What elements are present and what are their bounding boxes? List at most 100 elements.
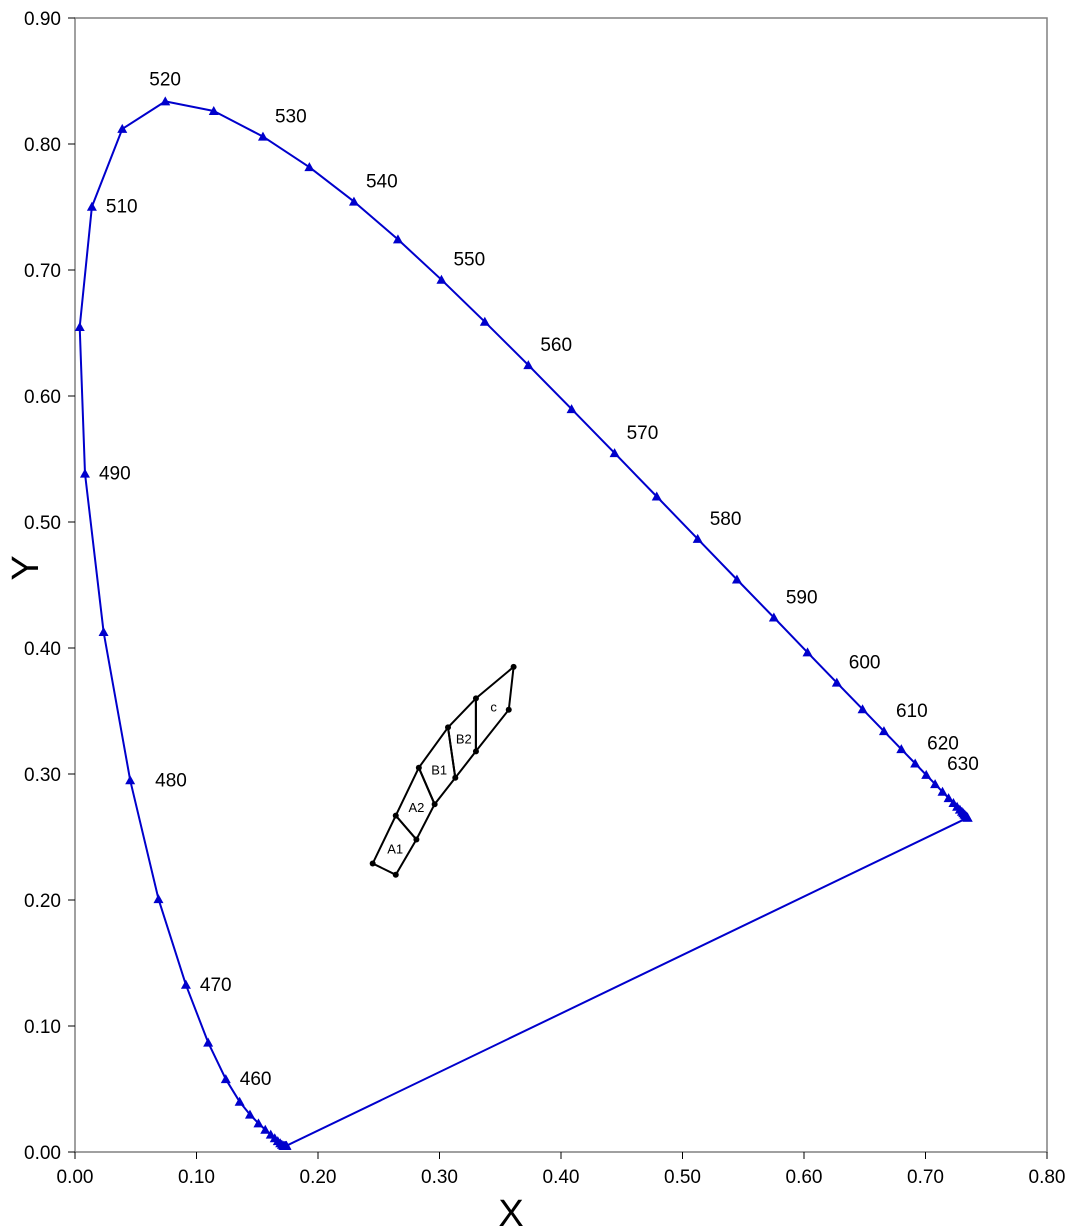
region-label: c xyxy=(490,700,497,715)
x-tick-label: 0.40 xyxy=(543,1167,580,1188)
locus-marker xyxy=(86,201,97,211)
y-tick-label: 0.20 xyxy=(24,891,61,912)
wavelength-label: 510 xyxy=(106,197,138,218)
y-tick-label: 0.00 xyxy=(24,1143,61,1164)
x-tick-label: 0.60 xyxy=(786,1167,823,1188)
wavelength-label: 580 xyxy=(710,509,742,530)
x-tick-label: 0.70 xyxy=(907,1167,944,1188)
locus-marker xyxy=(125,775,136,785)
locus-marker xyxy=(180,979,191,989)
y-tick-label: 0.60 xyxy=(24,387,61,408)
locus-marker xyxy=(937,786,948,796)
locus-marker xyxy=(962,812,973,822)
region-label: B1 xyxy=(431,762,447,777)
region-vertex-point xyxy=(369,860,376,867)
locus-marker xyxy=(74,321,85,331)
locus-marker xyxy=(79,468,90,478)
y-tick-label: 0.80 xyxy=(24,135,61,156)
locus-marker xyxy=(153,894,164,904)
wavelength-label: 610 xyxy=(896,701,928,722)
locus-marker xyxy=(802,647,813,657)
locus-marker xyxy=(260,1124,271,1134)
region-vertex-point xyxy=(392,871,399,878)
wavelength-label: 600 xyxy=(849,653,881,674)
wavelength-label: 570 xyxy=(627,423,659,444)
locus-marker xyxy=(768,612,779,622)
label-layer: 460 470 480 490 510 520 530 540 550 560 570 580 590 6… xyxy=(99,69,979,1090)
wavelength-label: 530 xyxy=(275,107,307,128)
x-axis-ticks: 0.00 0.10 0.20 0.30 0.40 0.50 0.60 0.70 0.80 xyxy=(57,1152,1066,1188)
region-vertex-point xyxy=(431,801,438,808)
locus-marker xyxy=(921,769,932,779)
locus-marker xyxy=(117,123,128,133)
region-vertex-point xyxy=(413,836,420,843)
locus-marker xyxy=(253,1118,264,1128)
y-axis-ticks: 0.00 0.10 0.20 0.30 0.40 0.50 0.60 0.70 0.80 0.90 xyxy=(24,9,75,1164)
y-tick-label: 0.70 xyxy=(24,261,61,282)
wavelength-label: 470 xyxy=(200,975,232,996)
locus-marker xyxy=(234,1096,245,1106)
region-vertex-point xyxy=(505,706,512,713)
locus-marker xyxy=(566,404,577,414)
region-vertex-point xyxy=(392,812,399,819)
region-vertex-point xyxy=(510,663,517,670)
wavelength-label: 480 xyxy=(155,770,187,791)
locus-marker xyxy=(930,779,941,789)
y-tick-label: 0.50 xyxy=(24,513,61,534)
y-axis-title: Y xyxy=(5,555,47,580)
wavelength-label: 590 xyxy=(786,588,818,609)
spectral-locus-layer xyxy=(74,96,973,1150)
locus-marker xyxy=(348,196,359,206)
wavelength-label: 520 xyxy=(149,69,181,90)
locus-marker xyxy=(203,1037,214,1047)
x-tick-label: 0.80 xyxy=(1029,1167,1066,1188)
locus-marker xyxy=(523,360,534,370)
locus-marker xyxy=(208,105,219,115)
locus-marker xyxy=(943,793,954,803)
wavelength-label: 460 xyxy=(240,1069,272,1090)
locus-marker xyxy=(479,316,490,326)
locus-marker xyxy=(436,274,447,284)
locus-marker xyxy=(692,533,703,543)
region-label: B2 xyxy=(456,732,472,747)
locus-marker xyxy=(831,677,842,687)
x-tick-label: 0.50 xyxy=(664,1167,701,1188)
locus-marker xyxy=(160,96,171,106)
locus-marker xyxy=(857,704,868,714)
region-vertex-point xyxy=(472,748,479,755)
x-axis-title: X xyxy=(498,1193,523,1229)
x-tick-label: 0.20 xyxy=(300,1167,337,1188)
y-tick-label: 0.90 xyxy=(24,9,61,30)
locus-marker xyxy=(731,574,742,584)
region-vertex-point xyxy=(472,695,479,702)
locus-marker xyxy=(98,626,109,636)
wavelength-label: 620 xyxy=(927,734,959,755)
region-label: A1 xyxy=(387,841,403,856)
region-label: A2 xyxy=(408,800,424,815)
locus-marker xyxy=(651,491,662,501)
locus-marker xyxy=(257,131,268,141)
x-tick-label: 0.10 xyxy=(178,1167,215,1188)
wavelength-label: 560 xyxy=(540,335,572,356)
y-tick-label: 0.10 xyxy=(24,1017,61,1038)
locus-marker xyxy=(878,726,889,736)
region-vertex-point xyxy=(415,764,422,771)
wavelength-label: 630 xyxy=(947,754,979,775)
locus-marker xyxy=(609,448,620,458)
locus-marker xyxy=(304,162,315,172)
locus-marker xyxy=(244,1109,255,1119)
y-tick-label: 0.30 xyxy=(24,765,61,786)
region-vertex-point xyxy=(452,774,459,781)
locus-marker xyxy=(220,1074,231,1084)
locus-marker xyxy=(265,1129,276,1139)
locus-marker xyxy=(896,744,907,754)
wavelength-label: 540 xyxy=(366,172,398,193)
locus-marker xyxy=(910,758,921,768)
x-tick-label: 0.30 xyxy=(421,1167,458,1188)
x-tick-label: 0.00 xyxy=(57,1167,94,1188)
region-vertex-point xyxy=(445,724,452,731)
wavelength-label: 490 xyxy=(99,464,131,485)
y-tick-label: 0.40 xyxy=(24,639,61,660)
locus-marker xyxy=(392,234,403,244)
